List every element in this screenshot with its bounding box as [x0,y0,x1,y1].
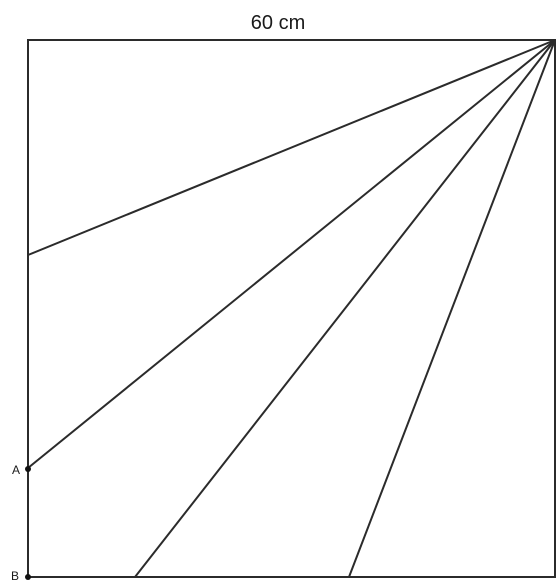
fan-line-4 [348,39,556,578]
top-side-length-label: 60 cm [251,12,305,34]
point-b-dot [25,574,31,580]
fan-line-1 [27,39,556,256]
point-b-label: B [11,569,19,580]
fan-line-2 [27,39,556,469]
fan-line-3 [134,39,556,578]
point-a-label: A [12,463,20,477]
point-a-dot [25,466,31,472]
square-outline [27,39,556,578]
